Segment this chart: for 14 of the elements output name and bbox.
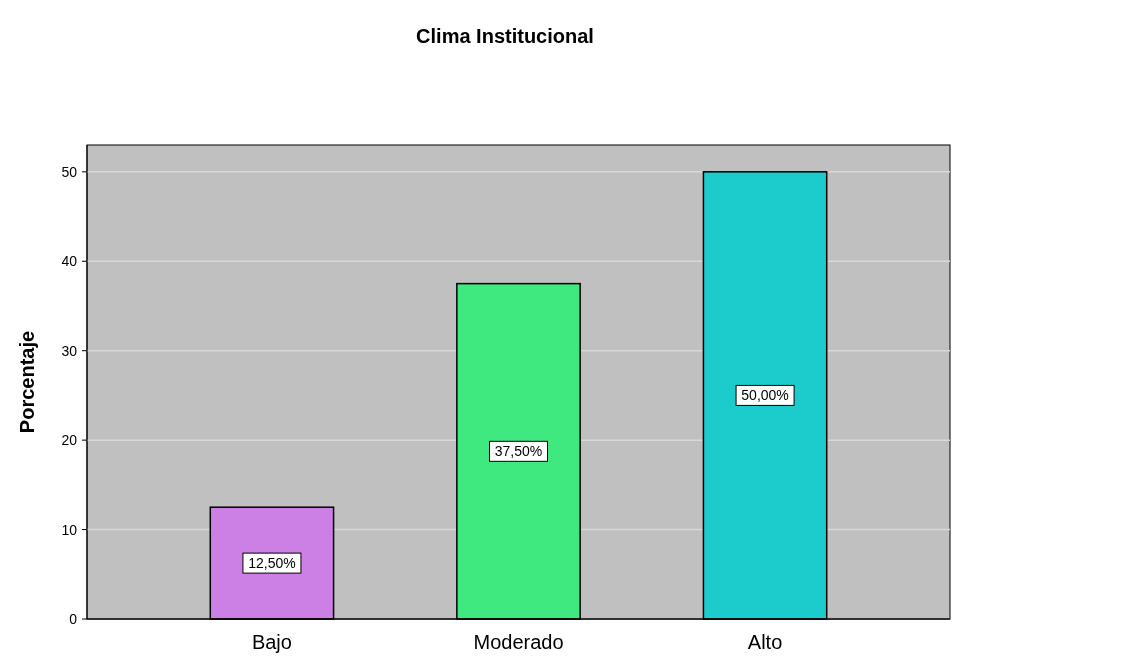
y-tick-label: 40 (61, 253, 78, 270)
y-tick-label: 20 (61, 432, 78, 449)
y-axis-title: Porcentaje (16, 330, 38, 434)
y-tick-label: 30 (61, 342, 78, 359)
x-tick-label: Bajo (251, 631, 292, 653)
y-tick-label: 10 (61, 521, 78, 538)
data-label: 12,50% (248, 555, 296, 572)
y-tick-label: 50 (61, 163, 78, 180)
x-tick-label: Alto (747, 631, 783, 653)
chart-title: Clima Institucional (416, 25, 594, 47)
data-label: 37,50% (494, 443, 543, 460)
x-tick-label: Moderado (473, 631, 564, 653)
y-tick-label: 0 (69, 611, 78, 627)
data-label: 50,00% (741, 387, 789, 404)
